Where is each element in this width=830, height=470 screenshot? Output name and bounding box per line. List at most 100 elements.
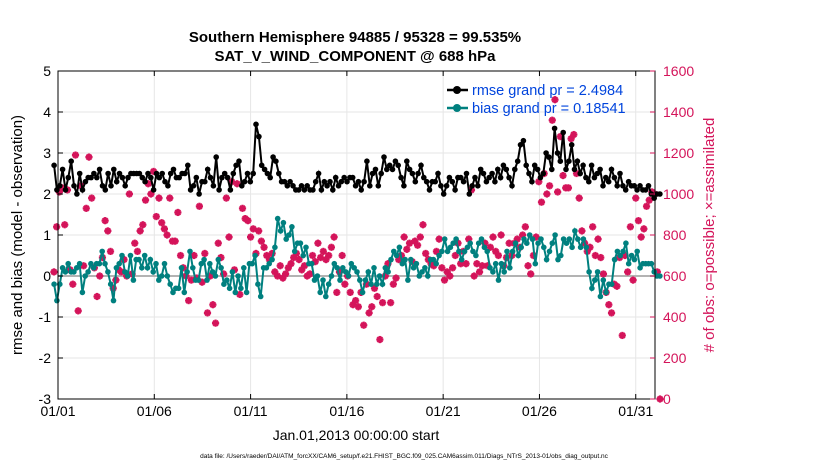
rmse-point: [148, 174, 154, 181]
y-left-tick-label: 4: [43, 104, 51, 120]
rmse-point: [631, 183, 638, 189]
obs-marker: [176, 251, 185, 260]
bias-point: [218, 265, 224, 271]
obs-marker: [195, 202, 204, 210]
obs-marker: [214, 239, 222, 247]
bias-point: [631, 256, 638, 263]
obs-marker: [400, 233, 408, 241]
rmse-point: [566, 158, 572, 164]
bias-point: [447, 244, 454, 251]
bias-point: [481, 244, 488, 251]
bias-point: [410, 265, 417, 271]
rmse-point: [264, 170, 271, 177]
rmse-point: [76, 170, 83, 177]
obs-marker: [548, 116, 556, 124]
bias-point: [456, 248, 462, 255]
bias-point: [371, 265, 377, 271]
rmse-point: [256, 133, 262, 140]
obs-marker: [640, 225, 648, 233]
bias-point: [73, 265, 80, 271]
bias-point: [105, 269, 111, 275]
obs-marker: [276, 262, 284, 270]
obs-marker: [209, 301, 217, 309]
bias-point: [331, 260, 338, 267]
rmse-point: [318, 187, 325, 193]
bias-point: [269, 256, 275, 263]
obs-marker: [333, 288, 341, 296]
obs-marker: [346, 288, 354, 296]
bias-point: [147, 256, 154, 263]
x-tick-label: 01/11: [234, 403, 268, 419]
rmse-point: [603, 174, 609, 181]
rmse-point: [68, 158, 74, 164]
rmse-point: [210, 183, 217, 189]
obs-marker: [155, 194, 163, 202]
y-right-tick-label: 1200: [663, 145, 694, 161]
bias-point: [473, 252, 479, 259]
rmse-point: [415, 170, 421, 177]
bias-point: [362, 277, 369, 283]
bias-point: [532, 260, 539, 267]
rmse-point: [136, 170, 143, 177]
bias-point: [116, 260, 122, 267]
rmse-point: [512, 166, 518, 173]
bias-point: [348, 260, 355, 267]
bias-point: [311, 277, 318, 283]
bias-point: [153, 260, 159, 267]
y-right-tick-label: 400: [663, 309, 687, 325]
rmse-point: [472, 174, 478, 181]
obs-marker: [249, 225, 257, 233]
rmse-point: [583, 174, 589, 181]
obs-marker: [82, 204, 90, 212]
obs-marker: [295, 256, 303, 264]
rmse-point: [304, 183, 311, 189]
obs-marker: [338, 251, 346, 260]
y-right-tick-label: 800: [663, 227, 687, 243]
rmse-point: [281, 178, 288, 185]
legend-bias-marker: [453, 104, 461, 112]
bias-point: [141, 252, 148, 259]
rmse-point: [113, 178, 120, 185]
bias-point: [436, 252, 442, 259]
rmse-point: [250, 170, 256, 177]
bias-point: [509, 248, 516, 255]
bias-point: [263, 265, 270, 271]
rmse-point: [554, 150, 561, 156]
bias-point: [515, 252, 522, 259]
bias-point: [385, 269, 391, 275]
rmse-point: [543, 150, 549, 156]
rmse-point: [381, 154, 387, 160]
x-axis: 01/01 01/06 01/11 01/16 01/21 01/26 01/31: [40, 71, 653, 419]
bias-point: [320, 277, 326, 283]
bias-point: [175, 285, 182, 292]
bias-point: [71, 269, 77, 275]
bias-point: [518, 244, 524, 251]
bias-point: [589, 285, 595, 292]
bias-point: [274, 215, 281, 222]
bias-point: [314, 273, 321, 279]
rmse-point: [94, 174, 100, 181]
rmse-point: [150, 187, 157, 193]
bias-point: [241, 265, 247, 271]
obs-marker: [451, 251, 459, 260]
bias-point: [580, 236, 587, 242]
rmse-point: [483, 178, 490, 185]
rmse-point: [290, 183, 296, 189]
rmse-point: [327, 178, 333, 185]
rmse-point: [344, 178, 350, 185]
obs-marker: [174, 208, 182, 217]
bias-point: [252, 252, 258, 259]
bias-point: [402, 256, 408, 263]
rmse-point: [99, 183, 106, 189]
bias-point: [110, 297, 117, 304]
obs-marker: [589, 223, 597, 231]
rmse-point: [611, 174, 618, 181]
rmse-point: [358, 187, 365, 193]
obs-marker: [101, 217, 109, 225]
rmse-point: [475, 183, 481, 189]
bias-point: [467, 240, 474, 246]
bias-point: [487, 265, 493, 271]
y-right-tick-label: 0: [663, 391, 671, 407]
bias-point: [368, 281, 374, 288]
